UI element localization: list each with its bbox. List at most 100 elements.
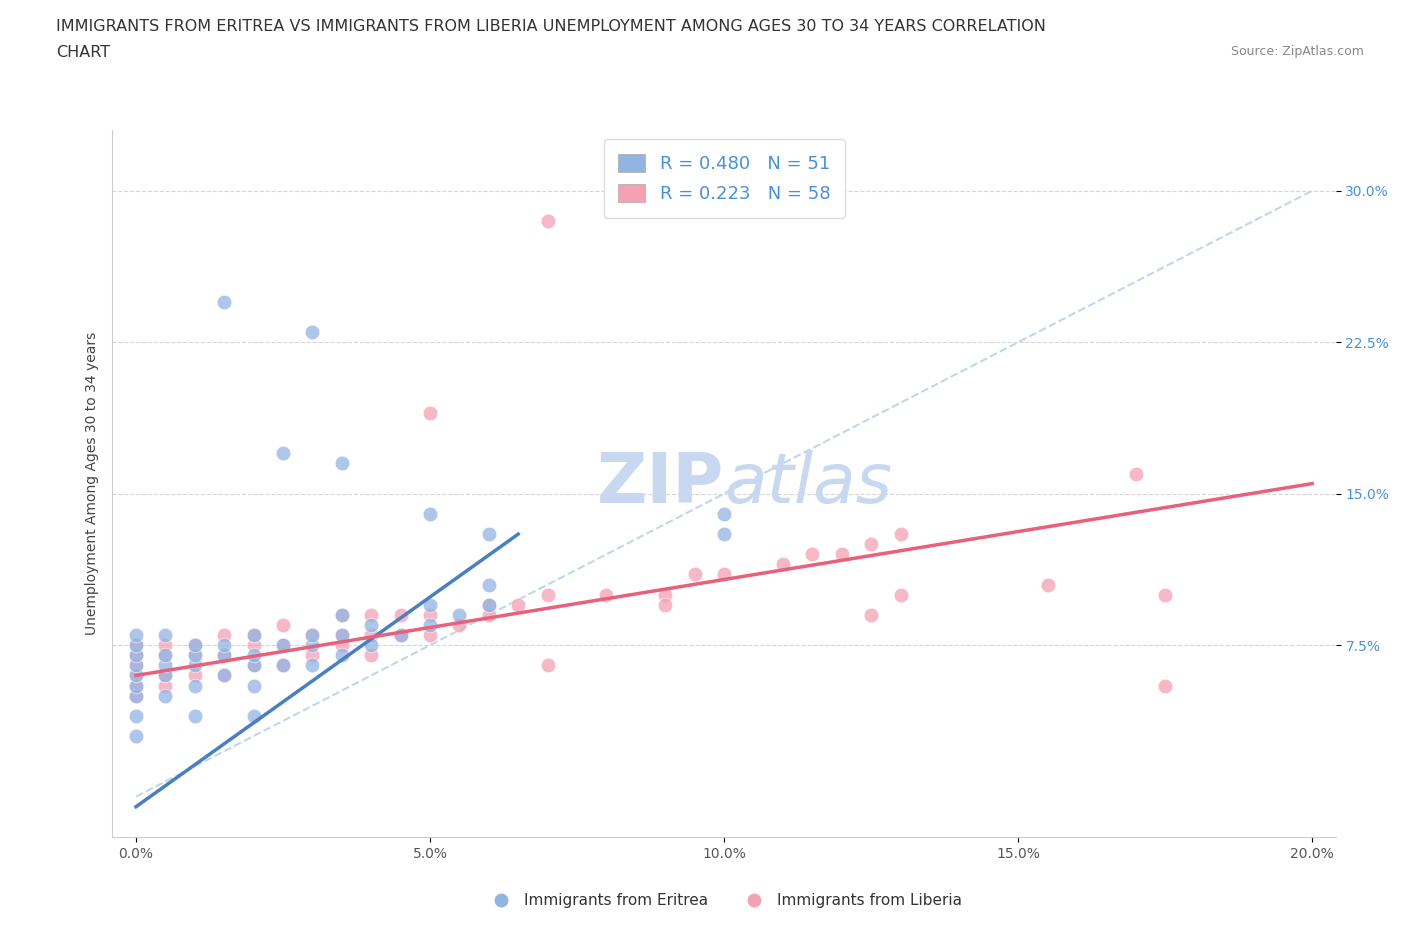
- Point: [360, 648, 382, 663]
- Point: [212, 638, 235, 653]
- Point: [155, 648, 177, 663]
- Point: [889, 526, 911, 541]
- Point: [508, 597, 530, 612]
- Point: [330, 628, 353, 643]
- Point: [537, 658, 560, 672]
- Point: [212, 295, 235, 310]
- Point: [419, 618, 441, 632]
- Point: [125, 668, 148, 683]
- Point: [301, 628, 323, 643]
- Point: [125, 638, 148, 653]
- Point: [889, 587, 911, 602]
- Point: [125, 658, 148, 672]
- Point: [125, 648, 148, 663]
- Point: [125, 728, 148, 743]
- Point: [155, 678, 177, 693]
- Text: ZIP: ZIP: [596, 450, 724, 517]
- Point: [242, 628, 264, 643]
- Point: [654, 587, 676, 602]
- Point: [184, 668, 207, 683]
- Point: [271, 445, 294, 460]
- Point: [419, 628, 441, 643]
- Point: [419, 507, 441, 522]
- Point: [360, 638, 382, 653]
- Point: [389, 628, 412, 643]
- Point: [478, 526, 501, 541]
- Point: [389, 607, 412, 622]
- Point: [242, 709, 264, 724]
- Point: [125, 678, 148, 693]
- Point: [125, 709, 148, 724]
- Point: [125, 648, 148, 663]
- Point: [301, 638, 323, 653]
- Point: [125, 688, 148, 703]
- Point: [1036, 578, 1059, 592]
- Point: [155, 648, 177, 663]
- Y-axis label: Unemployment Among Ages 30 to 34 years: Unemployment Among Ages 30 to 34 years: [84, 332, 98, 635]
- Point: [330, 648, 353, 663]
- Point: [155, 668, 177, 683]
- Point: [271, 658, 294, 672]
- Point: [271, 638, 294, 653]
- Point: [125, 658, 148, 672]
- Point: [184, 638, 207, 653]
- Point: [271, 658, 294, 672]
- Point: [713, 567, 735, 582]
- Point: [360, 607, 382, 622]
- Point: [449, 607, 471, 622]
- Text: IMMIGRANTS FROM ERITREA VS IMMIGRANTS FROM LIBERIA UNEMPLOYMENT AMONG AGES 30 TO: IMMIGRANTS FROM ERITREA VS IMMIGRANTS FR…: [56, 19, 1046, 33]
- Point: [360, 618, 382, 632]
- Point: [301, 325, 323, 339]
- Point: [184, 648, 207, 663]
- Text: atlas: atlas: [724, 450, 891, 517]
- Point: [242, 628, 264, 643]
- Point: [271, 638, 294, 653]
- Point: [330, 607, 353, 622]
- Point: [155, 658, 177, 672]
- Point: [301, 628, 323, 643]
- Point: [212, 668, 235, 683]
- Legend: Immigrants from Eritrea, Immigrants from Liberia: Immigrants from Eritrea, Immigrants from…: [479, 887, 969, 914]
- Point: [184, 678, 207, 693]
- Point: [242, 658, 264, 672]
- Point: [184, 658, 207, 672]
- Point: [125, 668, 148, 683]
- Point: [1154, 587, 1177, 602]
- Point: [1154, 678, 1177, 693]
- Point: [595, 587, 617, 602]
- Point: [184, 648, 207, 663]
- Text: CHART: CHART: [56, 45, 110, 60]
- Point: [683, 567, 706, 582]
- Point: [1125, 466, 1147, 481]
- Point: [155, 638, 177, 653]
- Point: [860, 607, 883, 622]
- Point: [242, 678, 264, 693]
- Point: [155, 668, 177, 683]
- Point: [155, 628, 177, 643]
- Point: [242, 658, 264, 672]
- Point: [125, 678, 148, 693]
- Point: [713, 526, 735, 541]
- Point: [537, 587, 560, 602]
- Point: [301, 648, 323, 663]
- Point: [212, 648, 235, 663]
- Point: [419, 597, 441, 612]
- Point: [713, 507, 735, 522]
- Point: [330, 628, 353, 643]
- Point: [242, 648, 264, 663]
- Point: [831, 547, 853, 562]
- Point: [212, 668, 235, 683]
- Point: [801, 547, 824, 562]
- Point: [478, 607, 501, 622]
- Point: [772, 557, 794, 572]
- Point: [212, 628, 235, 643]
- Point: [330, 456, 353, 471]
- Text: Source: ZipAtlas.com: Source: ZipAtlas.com: [1230, 45, 1364, 58]
- Point: [860, 537, 883, 551]
- Point: [389, 628, 412, 643]
- Point: [242, 638, 264, 653]
- Point: [212, 648, 235, 663]
- Point: [478, 597, 501, 612]
- Point: [419, 607, 441, 622]
- Point: [478, 597, 501, 612]
